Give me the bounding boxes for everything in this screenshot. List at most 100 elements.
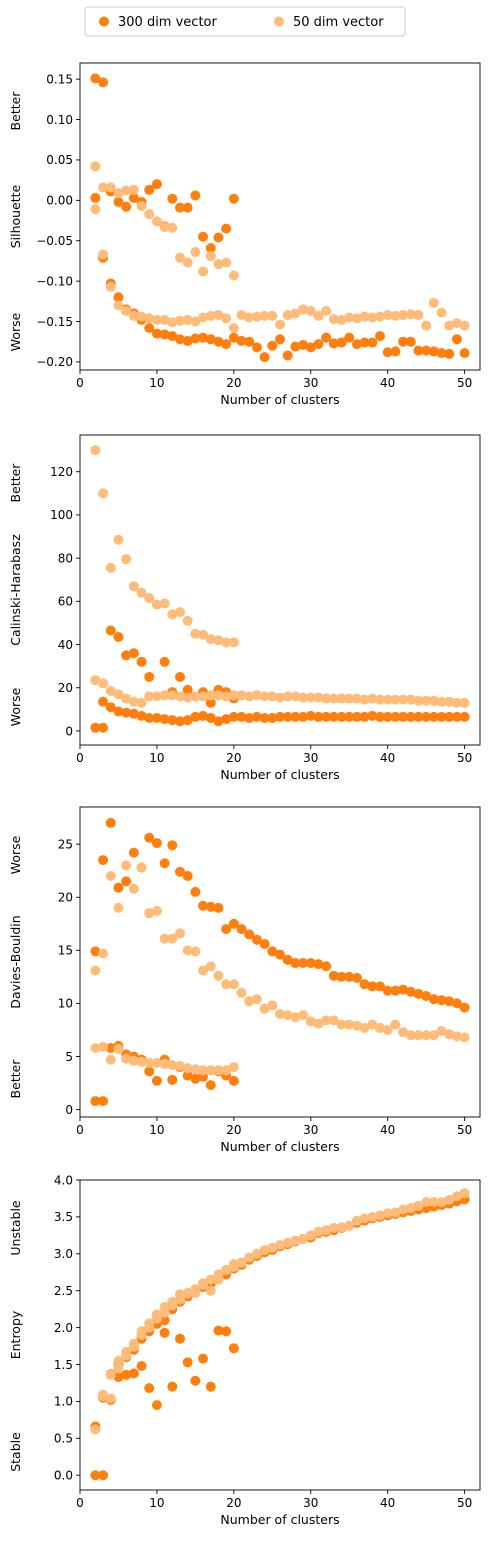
data-point (367, 337, 378, 348)
data-point (244, 713, 255, 723)
x-tick-label: 50 (457, 1496, 472, 1510)
data-point (198, 266, 209, 277)
data-point (428, 994, 439, 1005)
data-point (421, 695, 432, 706)
data-point (98, 722, 109, 733)
data-point (144, 713, 155, 723)
chart-panel-3: 0 10 20 30 40 50 0 5 10 15 20 25 Number of clusters W… (8, 806, 481, 1154)
data-point (90, 965, 101, 976)
data-point (121, 860, 132, 871)
data-point (390, 1207, 401, 1218)
data-point (267, 691, 278, 702)
data-point (105, 281, 116, 292)
data-point (221, 714, 232, 725)
data-point (144, 832, 155, 843)
data-point (198, 231, 209, 242)
x-tick-label: 10 (149, 376, 164, 390)
data-point (367, 693, 378, 704)
data-point (190, 628, 201, 639)
data-point (144, 671, 155, 682)
data-point (190, 1375, 201, 1386)
data-point (175, 252, 185, 263)
data-point (428, 711, 439, 722)
data-point (413, 1030, 424, 1041)
data-point (275, 319, 285, 330)
data-point (428, 1030, 439, 1041)
data-point (375, 331, 385, 342)
data-point (213, 1269, 224, 1280)
data-point (213, 970, 224, 981)
data-point (167, 193, 178, 204)
data-point (90, 204, 101, 215)
data-point (259, 938, 270, 949)
data-point (444, 348, 455, 359)
x-tick-label: 10 (149, 751, 164, 765)
data-point (113, 1044, 124, 1055)
y-tick-label: 25 (58, 837, 73, 851)
x-tick-label: 50 (457, 1123, 472, 1137)
data-point (113, 882, 124, 893)
data-point (382, 1208, 393, 1219)
data-point (98, 77, 109, 88)
data-point (105, 1393, 116, 1404)
data-point (113, 188, 124, 199)
data-point (121, 1350, 132, 1361)
data-point (144, 1383, 155, 1394)
y-tick-label: 60 (58, 595, 73, 609)
data-point (159, 314, 170, 325)
data-point (90, 445, 101, 456)
data-point (259, 1245, 270, 1256)
x-tick-label: 40 (380, 1123, 395, 1137)
data-point (351, 339, 362, 350)
data-point (313, 1226, 324, 1237)
data-point (336, 711, 347, 722)
data-point (244, 929, 255, 940)
data-point (267, 340, 278, 351)
y-axis-label: Silhouette (8, 184, 23, 248)
data-point (375, 1022, 385, 1033)
data-point (221, 257, 232, 268)
data-point (451, 998, 462, 1009)
data-point (444, 1029, 455, 1040)
data-point (228, 270, 239, 281)
x-tick-label: 10 (149, 1496, 164, 1510)
data-point (328, 711, 339, 722)
data-point (144, 1057, 155, 1068)
data-point (128, 1368, 139, 1379)
data-point (382, 1024, 393, 1035)
data-point (205, 243, 216, 254)
x-tick-label: 40 (380, 376, 395, 390)
data-point (259, 1003, 270, 1014)
data-point (198, 1278, 209, 1289)
data-point (128, 883, 139, 894)
data-point (144, 908, 155, 919)
data-point (236, 690, 247, 701)
data-point (151, 314, 162, 325)
data-point (298, 692, 309, 703)
data-point (359, 979, 370, 990)
data-point (228, 637, 239, 648)
legend-marker-50 (274, 16, 284, 27)
data-point (351, 972, 362, 983)
data-point (398, 310, 409, 321)
data-point (128, 648, 139, 659)
data-point (128, 581, 139, 592)
data-point (151, 838, 162, 849)
y-tick-label: 0.00 (46, 194, 73, 208)
data-point (344, 312, 355, 323)
y-tick-label: 0.0 (54, 1469, 73, 1483)
data-point (459, 1032, 470, 1043)
data-point (205, 1080, 216, 1091)
data-point (213, 1065, 224, 1076)
data-point (182, 1288, 193, 1299)
data-point (167, 1381, 178, 1392)
data-point (305, 710, 316, 721)
chart-panel-1: 0 10 20 30 40 50 −0.20 −0.15 −0.10 −0.05 0.00 0.05 0… (8, 62, 481, 407)
data-point (198, 629, 209, 640)
data-point (359, 694, 370, 705)
data-point (321, 1015, 332, 1026)
data-point (244, 996, 255, 1007)
data-point (90, 1424, 101, 1435)
data-point (205, 634, 216, 645)
data-point (436, 711, 447, 722)
